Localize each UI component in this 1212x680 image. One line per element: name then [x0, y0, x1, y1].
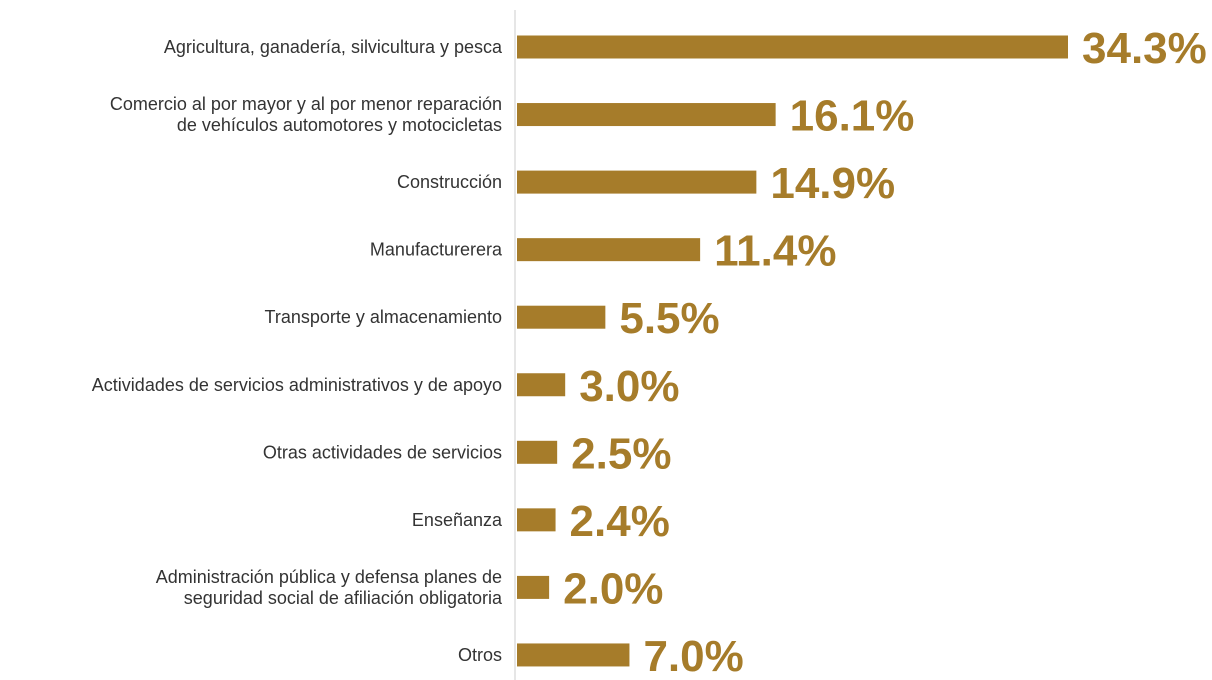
- value-label-1: 16.1%: [790, 92, 915, 141]
- value-label-2: 14.9%: [770, 159, 895, 208]
- bar-7: [517, 508, 556, 532]
- value-label-0: 34.3%: [1082, 24, 1207, 73]
- bar-9: [517, 643, 630, 667]
- bar-3: [517, 238, 701, 262]
- bar-5: [517, 373, 566, 397]
- category-label-1: Comercio al por mayor y al por menor rep…: [110, 94, 502, 135]
- category-label-7: Enseñanza: [412, 510, 503, 530]
- category-labels: Agricultura, ganadería, silvicultura y p…: [92, 37, 503, 665]
- bar-4: [517, 305, 606, 329]
- value-label-8: 2.0%: [563, 564, 663, 613]
- bar-1: [517, 103, 776, 127]
- category-label-4: Transporte y almacenamiento: [265, 307, 502, 327]
- category-label-5: Actividades de servicios administrativos…: [92, 375, 502, 395]
- category-label-3: Manufacturerera: [370, 240, 503, 260]
- value-label-3: 11.4%: [714, 227, 836, 276]
- bar-0: [517, 35, 1068, 59]
- category-label-6: Otras actividades de servicios: [263, 442, 502, 462]
- value-label-9: 7.0%: [643, 632, 743, 680]
- category-label-8: Administración pública y defensa planes …: [156, 567, 503, 608]
- bar-8: [517, 575, 550, 599]
- category-label-9: Otros: [458, 645, 502, 665]
- value-labels: 34.3% 16.1% 14.9% 11.4% 5.5% 3.0% 2.5% 2.4% 2.0%…: [563, 24, 1207, 680]
- value-label-4: 5.5%: [619, 294, 719, 343]
- bar-2: [517, 170, 757, 194]
- value-label-7: 2.4%: [570, 497, 670, 546]
- category-label-2: Construcción: [397, 172, 502, 192]
- value-label-5: 3.0%: [579, 362, 679, 411]
- value-label-6: 2.5%: [571, 429, 671, 478]
- bars: [517, 35, 1068, 667]
- bar-6: [517, 440, 558, 464]
- category-label-0: Agricultura, ganadería, silvicultura y p…: [164, 37, 503, 57]
